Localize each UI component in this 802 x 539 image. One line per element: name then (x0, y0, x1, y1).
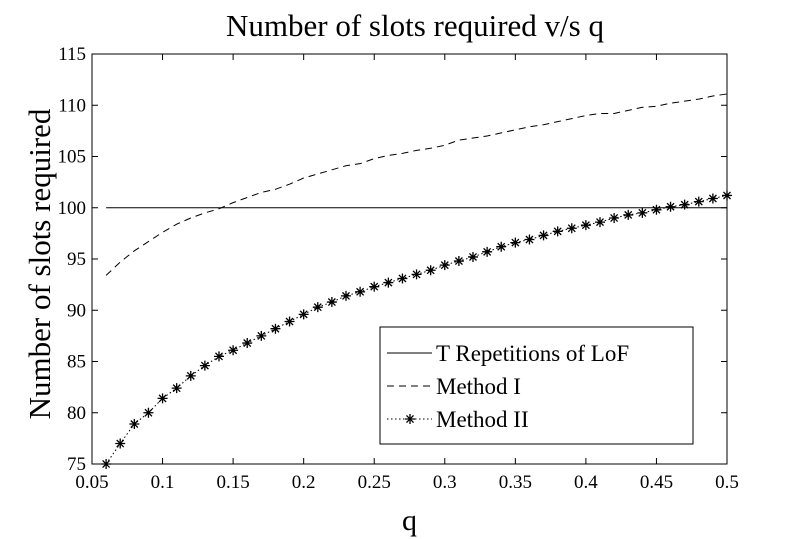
data-point-marker (538, 230, 549, 241)
y-tick-label: 100 (58, 198, 87, 219)
data-point-marker (580, 220, 591, 231)
data-point-marker (609, 213, 620, 223)
data-point-marker (453, 256, 464, 267)
x-tick-label: 0.1 (151, 472, 175, 493)
y-tick-label: 75 (67, 454, 86, 475)
y-tick-label: 115 (58, 44, 86, 65)
data-point-marker (185, 370, 196, 381)
data-point-marker (369, 281, 380, 292)
data-point-marker (341, 290, 351, 301)
data-point-marker (355, 286, 366, 297)
series-line-method-i (105, 93, 728, 276)
data-point-marker (326, 297, 337, 308)
data-point-marker (129, 419, 140, 430)
data-point-marker (566, 223, 577, 234)
data-point-marker (496, 241, 507, 252)
y-tick-label: 90 (67, 300, 86, 321)
data-point-marker (524, 234, 535, 245)
x-tick-label: 0.4 (574, 472, 598, 493)
data-point-marker (383, 277, 394, 288)
data-point-marker (468, 251, 478, 262)
y-tick-label: 95 (67, 249, 86, 270)
data-point-marker (651, 204, 662, 215)
x-tick-label: 0.35 (499, 472, 532, 493)
x-tick-label: 0.25 (358, 472, 391, 493)
data-point-marker (199, 360, 210, 371)
y-axis: 75 80 85 90 95 100 105 110 115 (58, 44, 727, 475)
data-point-marker (171, 383, 182, 394)
legend-label: T Repetitions of LoF (436, 341, 629, 366)
legend-label: Method II (436, 407, 529, 432)
data-point-marker (595, 217, 605, 228)
data-point-marker (510, 237, 521, 248)
legend-box (379, 326, 694, 445)
data-point-marker (228, 345, 239, 356)
data-point-marker (298, 309, 309, 320)
data-point-marker (552, 226, 563, 237)
x-tick-label: 0.05 (75, 472, 108, 493)
y-tick-label: 110 (58, 95, 86, 116)
x-tick-label: 0.3 (433, 472, 457, 493)
data-point-marker (256, 330, 267, 341)
data-point-marker (425, 265, 436, 276)
y-axis-label: Number of slots required (22, 108, 57, 419)
data-point-marker (115, 438, 126, 449)
x-axis: 0.05 0.1 0.15 0.2 0.25 0.3 0.35 0.4 0.45 0.5 (75, 54, 739, 493)
data-point-marker (665, 201, 676, 212)
legend: T Repetitions of LoF Method I Method II (379, 326, 694, 445)
y-tick-label: 105 (58, 147, 87, 168)
data-point-marker (242, 338, 253, 349)
data-point-marker (397, 273, 408, 284)
data-point-marker (411, 269, 422, 280)
legend-marker (405, 414, 415, 424)
data-point-marker (693, 196, 704, 207)
legend-label: Method I (436, 374, 521, 399)
y-tick-label: 80 (67, 403, 86, 424)
x-tick-label: 0.15 (216, 472, 249, 493)
x-tick-label: 0.45 (640, 472, 673, 493)
data-point-marker (157, 393, 168, 404)
data-point-marker (312, 302, 323, 313)
chart-title: Number of slots required v/s q (226, 8, 604, 43)
data-point-marker (679, 199, 690, 210)
data-point-marker (270, 323, 281, 334)
data-point-marker (284, 316, 295, 327)
y-tick-label: 85 (67, 352, 86, 373)
plot-series (101, 93, 732, 469)
x-tick-label: 0.5 (715, 472, 739, 493)
data-point-marker (637, 207, 648, 218)
data-point-marker (623, 209, 634, 220)
data-point-marker (143, 407, 154, 418)
data-point-marker (214, 351, 224, 362)
x-tick-label: 0.2 (292, 472, 316, 493)
data-point-marker (707, 193, 718, 204)
data-point-marker (482, 246, 493, 257)
data-point-marker (439, 260, 450, 271)
x-axis-label: q (402, 504, 417, 537)
